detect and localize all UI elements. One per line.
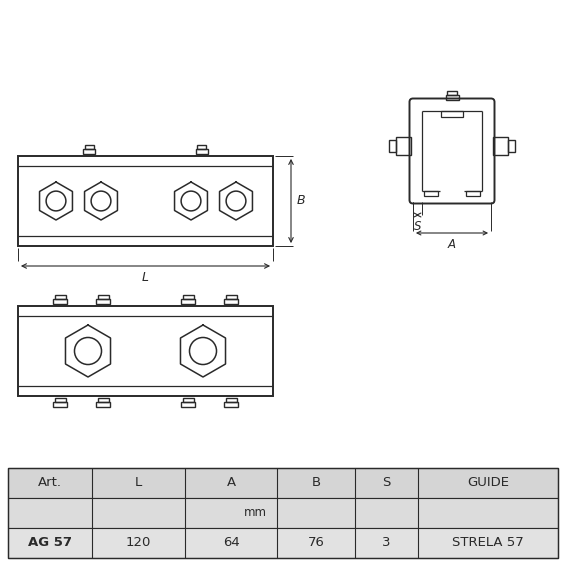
Text: 3: 3 <box>382 537 391 550</box>
Text: Art.: Art. <box>38 477 62 490</box>
Bar <box>447 91 457 95</box>
Bar <box>97 295 109 299</box>
Bar <box>53 299 67 304</box>
Bar <box>96 299 110 304</box>
Bar <box>389 140 396 152</box>
Bar <box>85 145 94 149</box>
Bar <box>97 398 109 402</box>
Bar <box>8 498 558 528</box>
Bar <box>96 402 110 407</box>
Bar <box>224 402 238 407</box>
Bar <box>181 299 195 304</box>
Text: A: A <box>448 238 456 251</box>
Text: AG 57: AG 57 <box>28 537 72 550</box>
Bar <box>225 398 237 402</box>
Bar <box>224 299 238 304</box>
Bar <box>493 137 508 155</box>
Text: L: L <box>135 477 142 490</box>
Bar <box>53 402 67 407</box>
Text: B: B <box>297 195 306 208</box>
Text: mm: mm <box>243 507 267 520</box>
Text: 76: 76 <box>307 537 324 550</box>
Bar <box>83 149 96 154</box>
Bar <box>225 295 237 299</box>
Bar <box>182 295 194 299</box>
Bar <box>8 468 558 558</box>
Text: S: S <box>382 477 391 490</box>
Bar <box>396 137 411 155</box>
Bar <box>441 111 463 117</box>
Bar <box>54 398 66 402</box>
Text: 120: 120 <box>126 537 151 550</box>
Text: L: L <box>142 271 149 284</box>
Bar <box>182 398 194 402</box>
Bar <box>181 402 195 407</box>
Bar <box>196 149 208 154</box>
Bar <box>424 191 438 196</box>
Bar <box>466 191 480 196</box>
Text: S: S <box>414 220 421 233</box>
Bar <box>18 306 273 396</box>
Bar <box>8 528 558 558</box>
Bar <box>8 468 558 498</box>
Bar <box>54 295 66 299</box>
Bar <box>197 145 206 149</box>
Bar <box>18 156 273 246</box>
Text: GUIDE: GUIDE <box>467 477 509 490</box>
Text: B: B <box>311 477 320 490</box>
Bar <box>445 95 458 100</box>
Bar <box>508 140 515 152</box>
Text: A: A <box>226 477 235 490</box>
Text: 64: 64 <box>222 537 239 550</box>
Text: STRELA 57: STRELA 57 <box>452 537 524 550</box>
